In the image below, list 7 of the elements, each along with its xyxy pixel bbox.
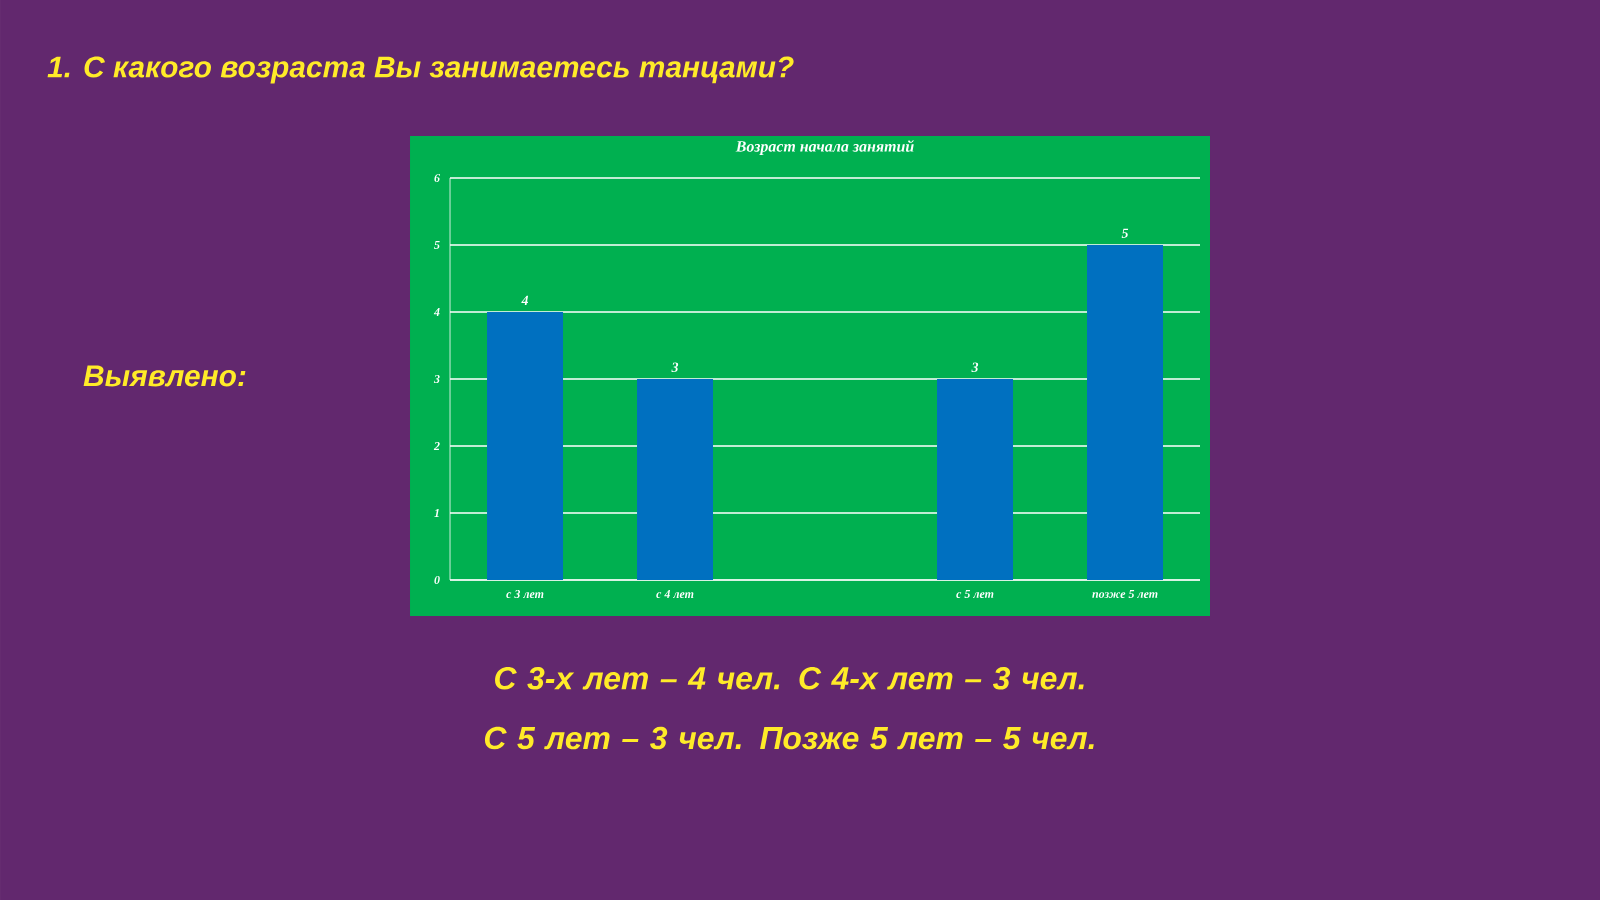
- text: 1. С какого возраста Вы занимаетесь танцами?: [47, 56, 794, 84]
- bar: [1087, 244, 1164, 580]
- bar: [637, 378, 714, 580]
- text: Выявлено:: [83, 365, 246, 387]
- bar: [487, 311, 564, 580]
- bar: [937, 378, 1014, 580]
- text: С 3-х лет – 4 чел. С 4-х лет – 3 чел. С 5 лет – 3 чел. Позже 5 лет – 5 чел.: [484, 667, 1094, 750]
